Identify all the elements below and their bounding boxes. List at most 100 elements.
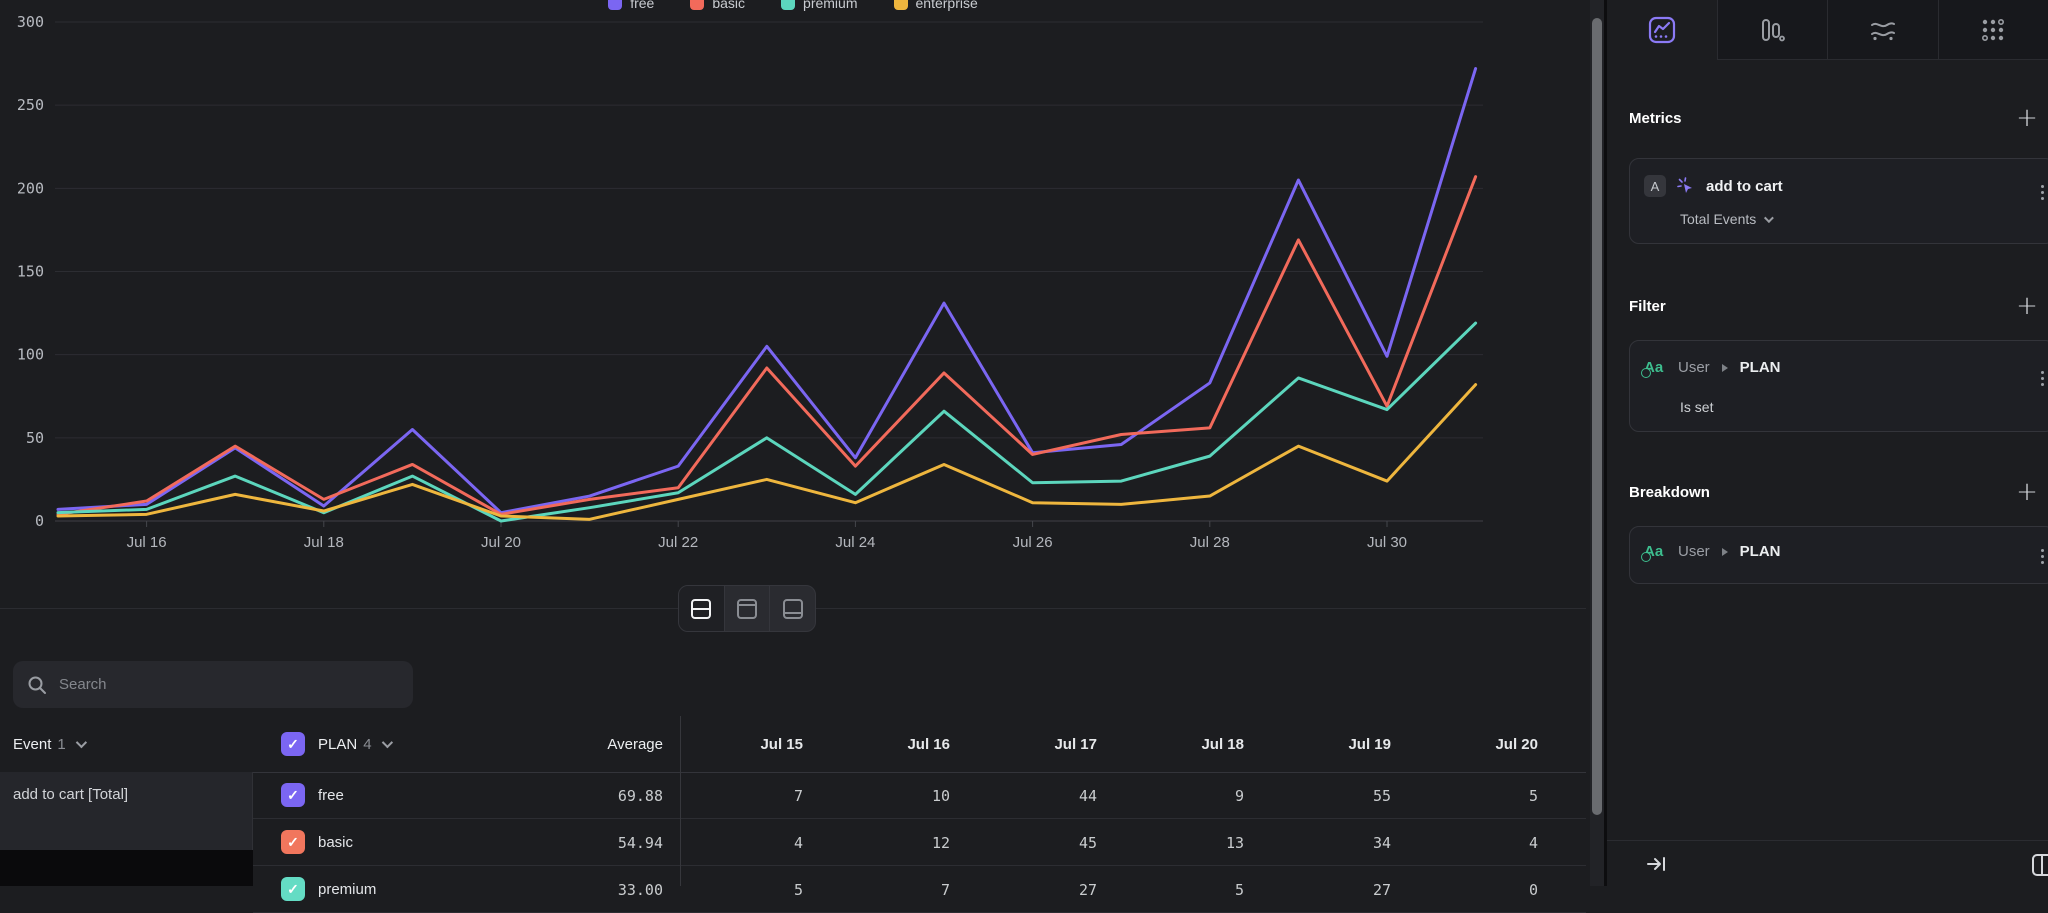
x-axis-tick-label: Jul 20 (481, 534, 521, 551)
event-group-label: add to cart [Total] (13, 786, 128, 803)
tab-line-chart[interactable] (1607, 0, 1717, 60)
add-breakdown-button[interactable]: + (2014, 480, 2040, 506)
event-column-header[interactable]: Event 1 (13, 716, 84, 772)
table-cell: 5 (1121, 866, 1268, 913)
filter-condition-dropdown[interactable]: Is set (1680, 399, 1713, 415)
string-property-icon: Aa (1644, 543, 1668, 560)
plan-select-all-checkbox[interactable]: ✓ (281, 732, 305, 756)
row-label: basic (318, 819, 353, 866)
table-cell: 10 (827, 772, 974, 819)
event-header-label: Event (13, 736, 51, 753)
x-axis-tick-label: Jul 26 (1013, 534, 1053, 551)
y-axis-tick-label: 50 (26, 429, 44, 447)
event-spark-icon (1676, 176, 1696, 196)
arrow-right-icon (1722, 364, 1728, 372)
metric-card[interactable]: A add to cart Total Events (1629, 158, 2048, 244)
y-axis-tick-label: 100 (17, 346, 44, 364)
series-line-free[interactable] (58, 69, 1476, 513)
scrollbar-thumb[interactable] (1592, 18, 1602, 815)
event-header-count: 1 (57, 736, 65, 753)
split-view-button[interactable] (679, 586, 725, 631)
metric-letter-badge: A (1644, 175, 1666, 197)
table-cell: 44 (974, 772, 1121, 819)
row-label: premium (318, 866, 376, 913)
filter-property: PLAN (1740, 359, 1781, 376)
tab-grid-apps[interactable] (1938, 0, 2048, 60)
metrics-heading: Metrics (1629, 110, 1682, 127)
date-column-header[interactable]: Jul 15 (680, 716, 827, 772)
y-axis-tick-label: 300 (17, 13, 44, 31)
date-column-header[interactable]: Jul 20 (1415, 716, 1562, 772)
metric-options-button[interactable] (2041, 185, 2044, 200)
arrow-to-bar-icon (1645, 852, 1669, 876)
filter-options-button[interactable] (2041, 371, 2044, 386)
filter-condition-label: Is set (1680, 399, 1713, 415)
filter-card[interactable]: Aa User PLAN Is set (1629, 340, 2048, 432)
breakdown-card[interactable]: Aa User PLAN (1629, 526, 2048, 584)
search-placeholder: Search (59, 676, 107, 693)
date-column-header[interactable]: Jul 19 (1268, 716, 1415, 772)
arrow-right-icon (1722, 548, 1728, 556)
metric-measure-label: Total Events (1680, 211, 1756, 227)
tab-flows[interactable] (1827, 0, 1938, 60)
table-cell: 7 (680, 772, 827, 819)
date-column-header[interactable]: Jul 16 (827, 716, 974, 772)
row-checkbox[interactable]: ✓ (281, 783, 305, 807)
table-cell: 4 (1415, 819, 1562, 866)
table-view-button[interactable] (770, 586, 815, 631)
split-view-icon (691, 599, 711, 619)
row-average-value: 33.00 (453, 866, 663, 913)
row-checkbox[interactable]: ✓ (281, 830, 305, 854)
side-panel-layout-button[interactable] (2031, 852, 2048, 883)
panel-layout-icon (2031, 852, 2048, 878)
vertical-scrollbar[interactable] (1590, 0, 1604, 886)
x-axis-tick-label: Jul 28 (1190, 534, 1230, 551)
bar-chart-icon (1757, 15, 1787, 45)
tab-bar-chart[interactable] (1717, 0, 1828, 60)
search-icon (27, 675, 47, 695)
table-cell: 27 (974, 866, 1121, 913)
table-cell: 27 (1268, 866, 1415, 913)
average-header-label: Average (607, 736, 663, 753)
average-column-header[interactable]: Average (450, 716, 663, 772)
chart-view-button[interactable] (725, 586, 771, 631)
metric-measure-dropdown[interactable]: Total Events (1680, 211, 1771, 227)
chevron-down-icon (1764, 213, 1774, 223)
table-cell: 12 (827, 819, 974, 866)
series-line-premium[interactable] (58, 323, 1476, 521)
collapse-panel-button[interactable] (1645, 852, 1669, 881)
table-cell: 0 (1415, 866, 1562, 913)
date-column-header[interactable]: Jul 17 (974, 716, 1121, 772)
plan-header-label: PLAN (318, 736, 357, 753)
date-column-header[interactable]: Jul 18 (1121, 716, 1268, 772)
event-group-cell[interactable]: add to cart [Total] (0, 772, 253, 850)
breakdown-scope: User (1678, 543, 1710, 560)
table-cell: 9 (1121, 772, 1268, 819)
x-axis-tick-label: Jul 22 (658, 534, 698, 551)
string-property-icon: Aa (1644, 359, 1668, 376)
add-metric-button[interactable]: + (2014, 106, 2040, 132)
series-line-enterprise[interactable] (58, 385, 1476, 520)
plan-header-count: 4 (363, 736, 371, 753)
panel-tab-bar (1607, 0, 2048, 60)
breakdown-property: PLAN (1740, 543, 1781, 560)
line-chart-icon (1647, 15, 1677, 45)
row-average-value: 69.88 (453, 772, 663, 819)
chart-view-icon (737, 599, 757, 619)
table-cell: 4 (680, 819, 827, 866)
row-checkbox[interactable]: ✓ (281, 877, 305, 901)
grid-apps-icon (1978, 15, 2008, 45)
breakdown-options-button[interactable] (2041, 549, 2044, 564)
search-input[interactable]: Search (13, 661, 413, 708)
add-filter-button[interactable]: + (2014, 294, 2040, 320)
x-axis-tick-label: Jul 16 (127, 534, 167, 551)
plan-column-header[interactable]: ✓ PLAN 4 (281, 716, 390, 772)
chevron-down-icon (381, 737, 392, 748)
breakdown-heading: Breakdown (1629, 484, 1710, 501)
table-cell: 5 (680, 866, 827, 913)
